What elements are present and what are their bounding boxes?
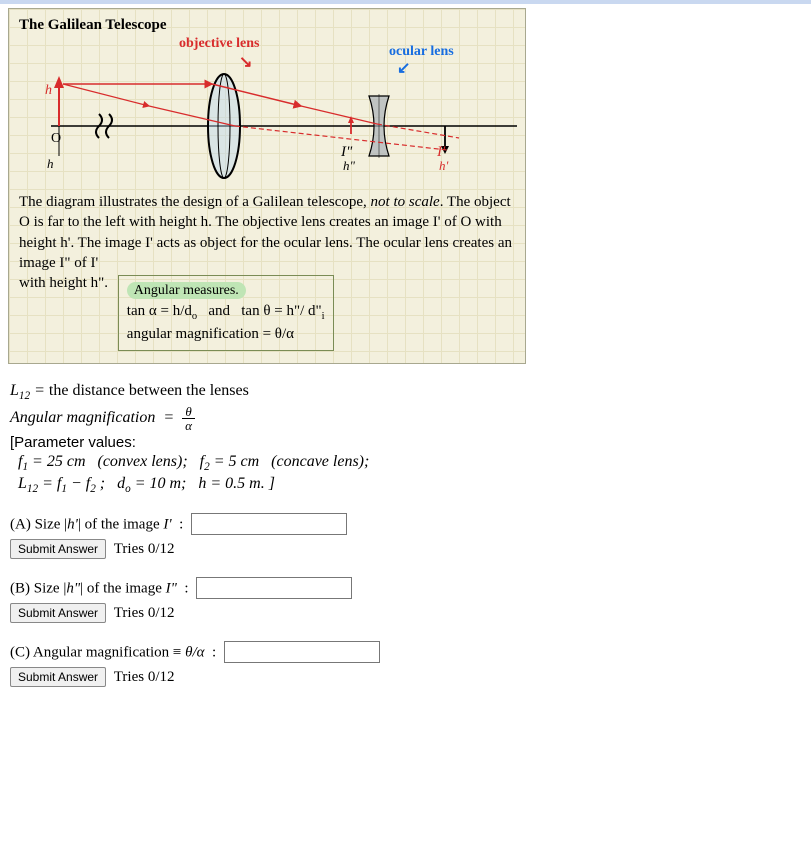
submit-a-button[interactable]: Submit Answer [10,539,106,559]
l12-definition: L12 = the distance between the lenses [10,382,801,402]
param-label: [Parameter values: [10,434,801,451]
eq-line2: angular magnification = θ/α [127,326,294,342]
submit-b-button[interactable]: Submit Answer [10,603,106,623]
question-a-label: (A) Size |h'| of the image I' : [10,516,183,532]
tries-a: Tries 0/12 [114,541,175,557]
ray-diagram: h O h I" h" I' h' [19,56,517,186]
tries-c: Tries 0/12 [114,669,175,685]
svg-text:h": h" [343,158,356,173]
question-c: (C) Angular magnification ≡ θ/α : Submit… [10,641,811,687]
ocular-arrow-icon: ↙ [397,58,410,78]
question-a: (A) Size |h'| of the image I' : Submit A… [10,513,811,559]
answer-c-input[interactable] [224,641,380,663]
question-b: (B) Size |h"| of the image I" : Submit A… [10,577,811,623]
question-b-label: (B) Size |h"| of the image I" : [10,580,189,596]
body-text: L12 = the distance between the lenses An… [0,382,811,495]
svg-text:h: h [47,156,54,171]
tries-b: Tries 0/12 [114,605,175,621]
submit-c-button[interactable]: Submit Answer [10,667,106,687]
angular-measures-box: Angular measures. tan α = h/do and tan θ… [118,275,334,351]
svg-text:h: h [45,83,52,98]
diagram-panel: The Galilean Telescope objective lens ↘ … [8,8,526,364]
answer-b-input[interactable] [196,577,352,599]
angular-heading: Angular measures. [127,282,246,299]
diagram-caption: The diagram illustrates the design of a … [19,192,515,351]
angular-mag-definition: Angular magnification = θα [10,405,801,432]
objective-arrow-icon: ↘ [239,52,252,72]
question-c-label: (C) Angular magnification ≡ θ/α : [10,644,216,660]
param-line1: f1 = 25 cm (convex lens); f2 = 5 cm (con… [10,453,801,473]
svg-text:h': h' [439,158,449,173]
diagram-title: The Galilean Telescope [19,17,515,34]
answer-a-input[interactable] [191,513,347,535]
objective-lens-label: objective lens [179,36,259,52]
svg-text:O: O [51,131,61,146]
eq-line1: tan α = h/do and tan θ = h"/ d"i [127,303,325,319]
param-line2: L12 = f1 − f2 ; do = 10 m; h = 0.5 m. ] [10,475,801,495]
